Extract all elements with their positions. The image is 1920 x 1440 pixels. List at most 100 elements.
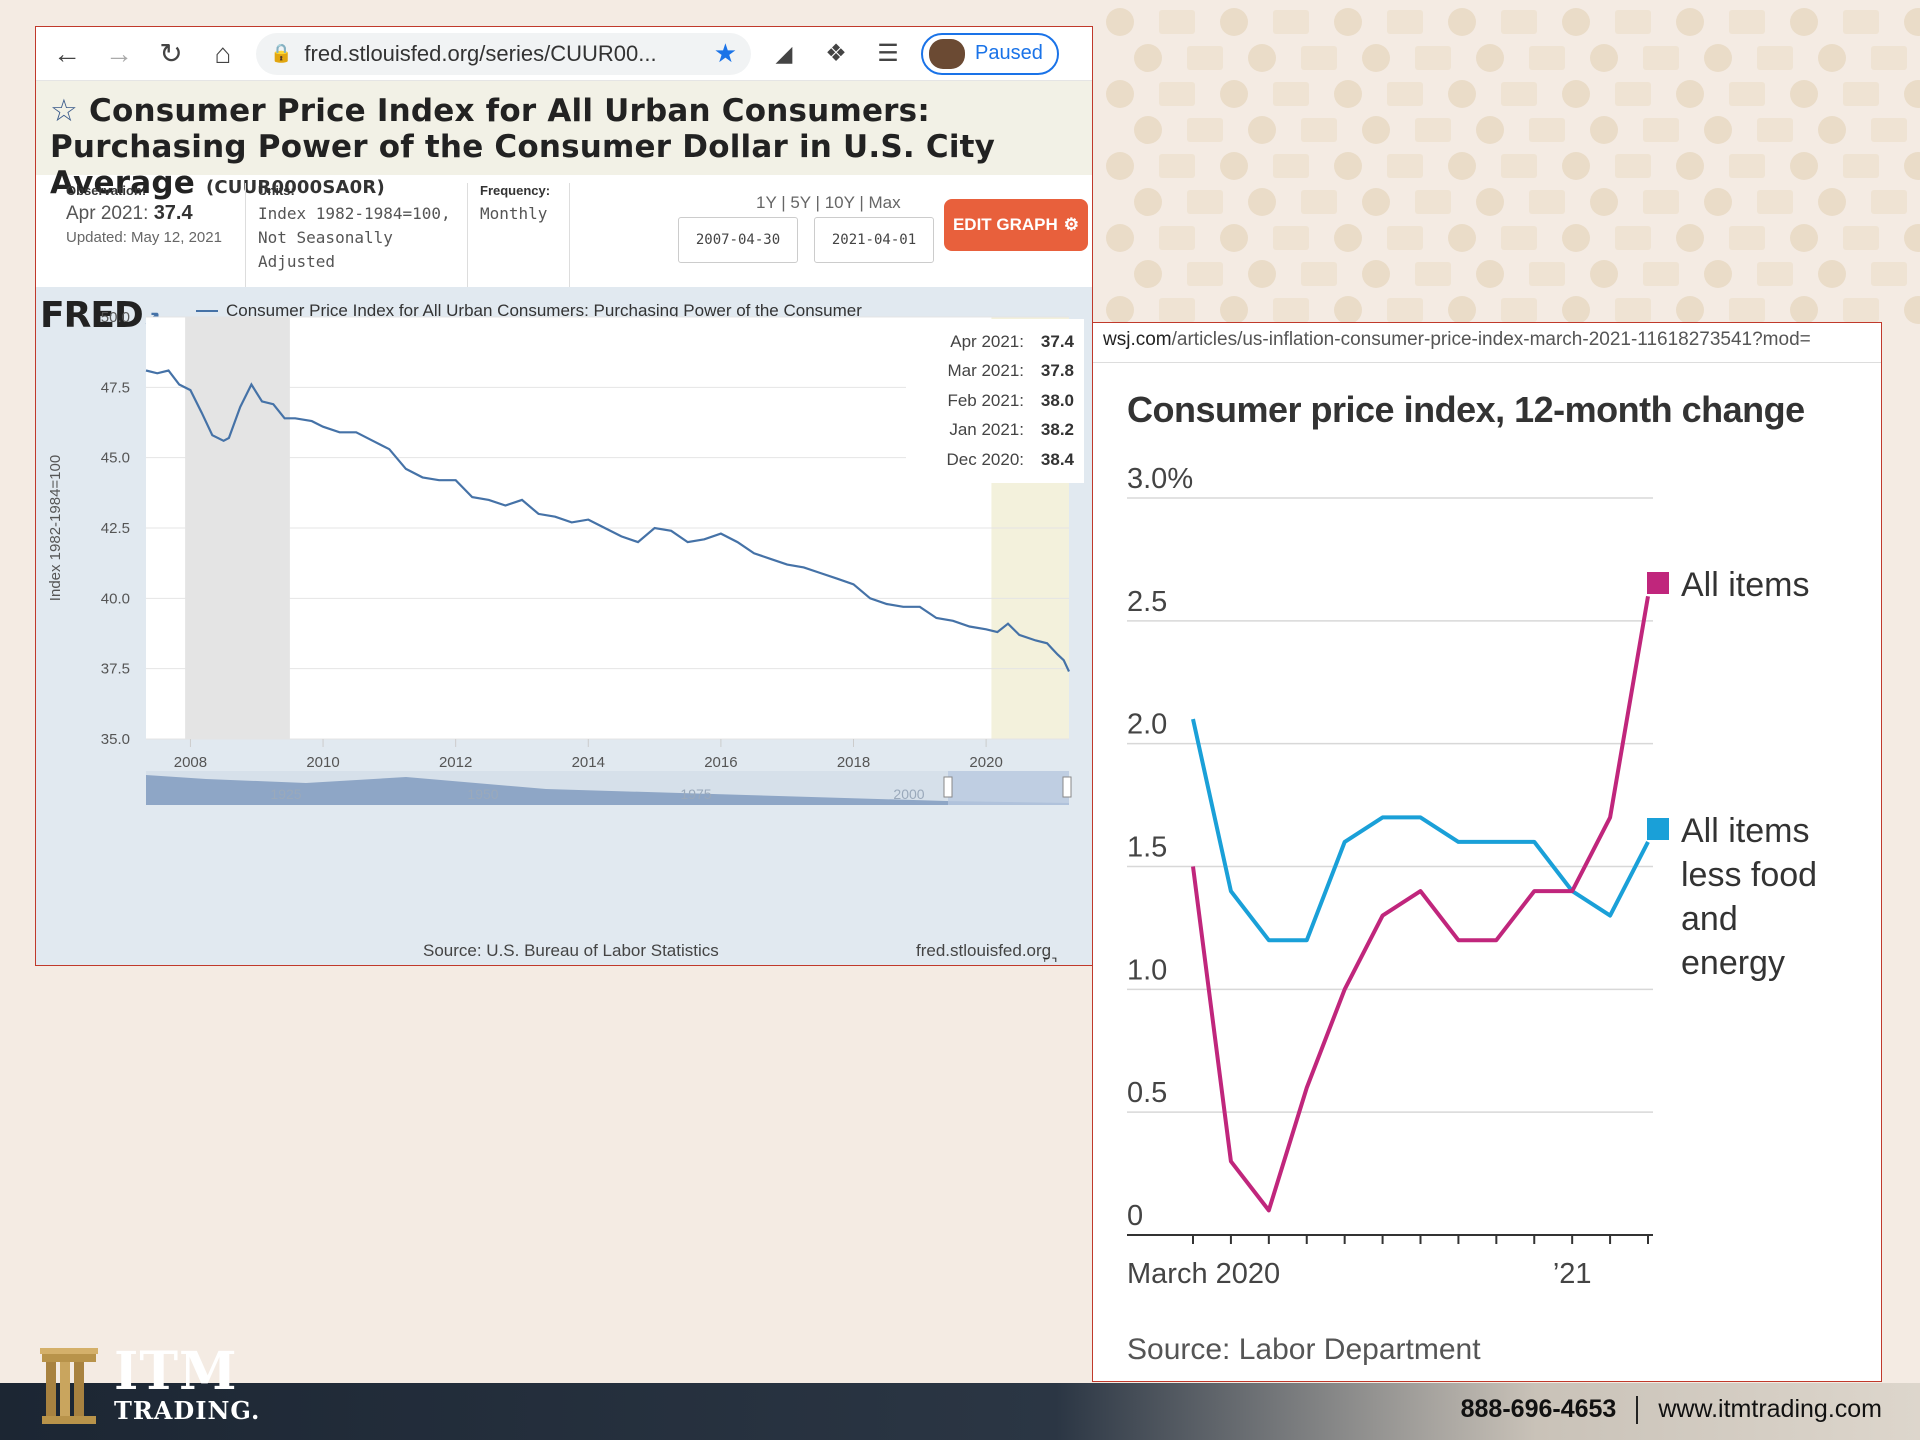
background-bar <box>1615 82 1651 106</box>
footer-bar <box>0 1383 1920 1440</box>
series-title: Consumer Price Index for All Urban Consu… <box>50 93 996 201</box>
reload-icon[interactable]: ↻ <box>159 38 183 69</box>
tooltip-row: Apr 2021: 37.4 <box>916 327 1074 357</box>
end-date-input[interactable]: 2021-04-01 <box>814 217 934 263</box>
background-bar <box>1529 262 1565 286</box>
tooltip-value: 38.4 <box>1040 449 1074 469</box>
background-bar <box>1871 118 1907 142</box>
background-dot <box>1562 80 1590 108</box>
background-dot <box>1704 260 1732 288</box>
background-bar <box>1843 226 1879 250</box>
background-dot <box>1106 152 1134 180</box>
forward-arrow-icon[interactable]: → <box>105 37 133 69</box>
y-axis-title: Index 1982-1984=100 <box>47 455 64 601</box>
legend-label-core-line4: energy <box>1681 944 1785 982</box>
url-text: fred.stlouisfed.org/series/CUUR00... <box>304 40 657 66</box>
background-bar <box>1529 190 1565 214</box>
y-tick-label: 2.0 <box>1127 709 1167 741</box>
background-dot <box>1818 44 1846 72</box>
background-dot <box>1334 8 1362 36</box>
x-tick-label: 2010 <box>306 754 339 771</box>
background-bar <box>1159 298 1195 322</box>
background-dot <box>1790 80 1818 108</box>
background-dot <box>1904 8 1920 36</box>
background-dot <box>1476 116 1504 144</box>
tooltip-row: Jan 2021: 38.2 <box>916 416 1074 446</box>
frequency-block: Frequency: Monthly <box>480 183 570 287</box>
background-dot <box>1704 44 1732 72</box>
background-bar <box>1387 226 1423 250</box>
background-dot <box>1106 224 1134 252</box>
media-queue-icon[interactable]: ☰ <box>877 40 899 67</box>
observation-block: Observation: Apr 2021: 37.4 Updated: May… <box>66 183 246 287</box>
background-dot <box>1562 224 1590 252</box>
background-bar <box>1615 10 1651 34</box>
start-date-input[interactable]: 2007-04-30 <box>678 217 798 263</box>
y-tick-label: 42.5 <box>101 520 130 537</box>
background-dot <box>1220 296 1248 324</box>
edit-graph-button[interactable]: EDIT GRAPH ⚙ <box>944 199 1088 251</box>
background-bar <box>1273 154 1309 178</box>
background-dot <box>1248 260 1276 288</box>
fullscreen-icon[interactable]: ⛶ <box>1044 955 1057 966</box>
tooltip-date: Mar 2021: <box>947 361 1024 381</box>
background-dot <box>1334 152 1362 180</box>
background-bar <box>1843 10 1879 34</box>
favorite-star-icon[interactable]: ☆ <box>50 93 78 129</box>
bookmark-star-icon[interactable]: ★ <box>713 38 737 68</box>
background-dot <box>1904 224 1920 252</box>
fred-chart-area: FRED↗ Consumer Price Index for All Urban… <box>36 287 1092 966</box>
website-link[interactable]: www.itmtrading.com <box>1658 1395 1882 1423</box>
background-dot <box>1904 296 1920 324</box>
background-bar <box>1501 298 1537 322</box>
background-dot <box>1248 116 1276 144</box>
background-bar <box>1843 82 1879 106</box>
site-credit: fred.stlouisfed.org <box>916 941 1052 960</box>
background-dot <box>1476 260 1504 288</box>
gear-icon: ⚙ <box>1063 215 1080 234</box>
legend-label-core-line3: and <box>1681 900 1738 938</box>
background-bar <box>1159 154 1195 178</box>
background-bar <box>1187 118 1223 142</box>
background-bar <box>1757 262 1793 286</box>
profile-paused-button[interactable]: Paused <box>921 32 1059 75</box>
tooltip-row: Feb 2021: 38.0 <box>916 386 1074 416</box>
background-bar <box>1729 298 1765 322</box>
navigator-tick-label: 1975 <box>680 786 711 802</box>
background-bar <box>1729 154 1765 178</box>
x-tick-label: 2008 <box>174 754 207 771</box>
background-dot <box>1220 80 1248 108</box>
background-dot <box>1562 152 1590 180</box>
background-bar <box>1757 46 1793 70</box>
home-icon[interactable]: ⌂ <box>214 37 232 69</box>
background-bar <box>1871 190 1907 214</box>
puzzle-extensions-icon[interactable]: ❖ <box>825 40 847 67</box>
background-dot <box>1106 80 1134 108</box>
wsj-source: Source: Labor Department <box>1127 1333 1481 1366</box>
units-line2: Not Seasonally Adjusted <box>258 228 393 271</box>
frequency-label: Frequency: <box>480 183 551 198</box>
background-bar <box>1643 190 1679 214</box>
address-bar[interactable]: 🔒 fred.stlouisfed.org/series/CUUR00... ★ <box>256 32 751 75</box>
background-bar <box>1615 298 1651 322</box>
background-bar <box>1301 190 1337 214</box>
background-bar <box>1871 46 1907 70</box>
background-bar <box>1643 46 1679 70</box>
background-bar <box>1301 46 1337 70</box>
x-tick-label: 2014 <box>572 754 605 771</box>
phone-number[interactable]: 888-696-4653 <box>1460 1395 1617 1423</box>
background-bar <box>1159 226 1195 250</box>
navigator-selection <box>948 771 1069 805</box>
tooltip-value: 38.2 <box>1040 420 1074 440</box>
legend-all-items: All items <box>1647 563 1809 607</box>
back-arrow-icon[interactable]: ← <box>53 37 81 69</box>
wsj-chart-title: Consumer price index, 12-month change <box>1127 389 1805 430</box>
range-selector[interactable]: 1Y | 5Y | 10Y | Max <box>756 193 901 212</box>
y-tick-label: 35.0 <box>101 731 130 748</box>
background-bar <box>1843 298 1879 322</box>
profile-status-label: Paused <box>975 42 1043 64</box>
background-dot <box>1362 116 1390 144</box>
chart-extension-icon[interactable]: ◢ <box>775 40 793 66</box>
x-tick-label: 2012 <box>439 754 472 771</box>
background-dot <box>1704 188 1732 216</box>
